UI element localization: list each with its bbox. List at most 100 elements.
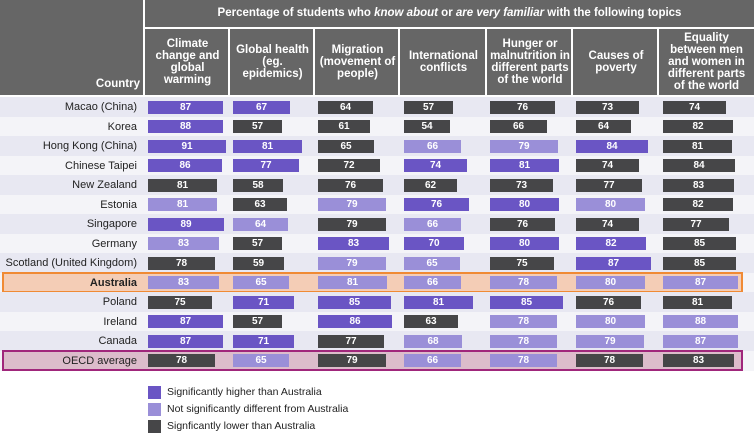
- row-country-label: Estonia: [100, 198, 137, 211]
- header-divider: [145, 27, 754, 29]
- value-bar: 57: [404, 100, 453, 114]
- value-bar: 78: [490, 315, 557, 328]
- value-bar: 57: [233, 120, 282, 133]
- value-bar: 65: [318, 139, 374, 153]
- value-bar: 73: [576, 100, 639, 114]
- value-bar: 82: [663, 198, 733, 211]
- row-country-label: Australia: [89, 276, 137, 289]
- value-bar: 64: [318, 100, 373, 114]
- row-country-label: Korea: [107, 120, 137, 133]
- value-bar: 77: [576, 178, 642, 192]
- legend-swatch-similar: [148, 403, 161, 416]
- value-bar: 62: [404, 178, 457, 192]
- value-bar: 88: [148, 120, 223, 133]
- value-bar: 82: [576, 237, 646, 250]
- row-country-label: Scotland (United Kingdom): [5, 257, 137, 269]
- value-bar: 61: [318, 120, 370, 133]
- value-bar: 76: [318, 178, 383, 192]
- row-country-label: Canada: [98, 335, 137, 347]
- value-bar: 81: [318, 276, 387, 289]
- value-bar: 78: [490, 276, 557, 289]
- value-bar: 57: [233, 237, 282, 250]
- value-bar: 80: [576, 315, 645, 328]
- value-bar: 83: [663, 178, 734, 192]
- value-bar: 85: [318, 295, 391, 309]
- value-bar: 65: [233, 354, 289, 367]
- value-bar: 81: [490, 159, 559, 172]
- value-bar: 85: [663, 256, 736, 270]
- row-country-label: Macao (China): [64, 101, 137, 113]
- value-bar: 79: [318, 256, 386, 270]
- value-bar: 76: [576, 295, 641, 309]
- country-header-cell: [0, 0, 143, 95]
- column-header: Causes of poverty: [588, 50, 644, 74]
- value-bar: 74: [576, 159, 639, 172]
- value-bar: 78: [148, 256, 215, 270]
- legend-label-higher: Significantly higher than Australia: [167, 386, 322, 398]
- value-bar: 78: [576, 354, 643, 367]
- legend-swatch-higher: [148, 386, 161, 399]
- value-bar: 54: [404, 120, 450, 133]
- title-part-3: or: [437, 7, 456, 19]
- column-header: Hunger or malnutrition in different part…: [490, 38, 570, 86]
- value-bar: 81: [663, 295, 732, 309]
- title-part-1: Percentage of students who: [217, 7, 375, 19]
- value-bar: 57: [233, 315, 282, 328]
- legend-label-similar: Not significantly different from Austral…: [167, 403, 349, 415]
- value-bar: 76: [490, 100, 555, 114]
- row-country-label: New Zealand: [72, 179, 137, 191]
- value-bar: 83: [318, 237, 389, 250]
- value-bar: 79: [490, 139, 558, 153]
- value-bar: 79: [576, 334, 644, 348]
- value-bar: 66: [404, 217, 461, 231]
- value-bar: 63: [233, 198, 287, 211]
- header-column-divider: [228, 28, 230, 95]
- row-country-label: Ireland: [103, 315, 137, 328]
- value-bar: 80: [490, 237, 559, 250]
- value-bar: 81: [404, 295, 473, 309]
- header-column-divider: [571, 28, 573, 95]
- legend-swatch-lower: [148, 420, 161, 433]
- value-bar: 78: [490, 334, 557, 348]
- value-bar: 81: [148, 198, 217, 211]
- value-bar: 86: [318, 315, 392, 328]
- value-bar: 78: [490, 354, 557, 367]
- value-bar: 58: [233, 178, 283, 192]
- legend-label-lower: Signficantly lower than Australia: [167, 420, 316, 432]
- column-header: Global health (eg. epidemics): [236, 44, 309, 80]
- value-bar: 83: [663, 354, 734, 367]
- value-bar: 74: [404, 159, 467, 172]
- value-bar: 77: [663, 217, 729, 231]
- value-bar: 76: [490, 217, 555, 231]
- header-column-divider: [143, 0, 145, 95]
- value-bar: 80: [576, 198, 645, 211]
- value-bar: 81: [233, 139, 302, 153]
- header-column-divider: [657, 28, 659, 95]
- value-bar: 77: [318, 334, 384, 348]
- value-bar: 83: [148, 276, 219, 289]
- value-bar: 87: [148, 100, 223, 114]
- chart-title: Percentage of students who know about or…: [145, 0, 754, 27]
- value-bar: 86: [148, 159, 222, 172]
- value-bar: 78: [148, 354, 215, 367]
- header-column-divider: [485, 28, 487, 95]
- row-country-label: Poland: [102, 296, 137, 308]
- value-bar: 80: [576, 276, 645, 289]
- value-bar: 87: [663, 276, 738, 289]
- value-bar: 85: [663, 237, 736, 250]
- value-bar: 85: [490, 295, 563, 309]
- value-bar: 64: [576, 120, 631, 133]
- value-bar: 79: [318, 217, 386, 231]
- value-bar: 82: [663, 120, 733, 133]
- value-bar: 66: [404, 139, 461, 153]
- column-header: Climate change and global warming: [155, 38, 220, 86]
- value-bar: 59: [233, 256, 284, 270]
- header-column-divider: [398, 28, 400, 95]
- title-part-2: know about: [374, 7, 438, 19]
- row-country-label: Hong Kong (China): [42, 140, 137, 152]
- value-bar: 72: [318, 159, 380, 172]
- value-bar: 87: [663, 334, 738, 348]
- header-column-divider: [313, 28, 315, 95]
- column-header: Equality between men and women in differ…: [667, 32, 746, 92]
- value-bar: 76: [404, 198, 469, 211]
